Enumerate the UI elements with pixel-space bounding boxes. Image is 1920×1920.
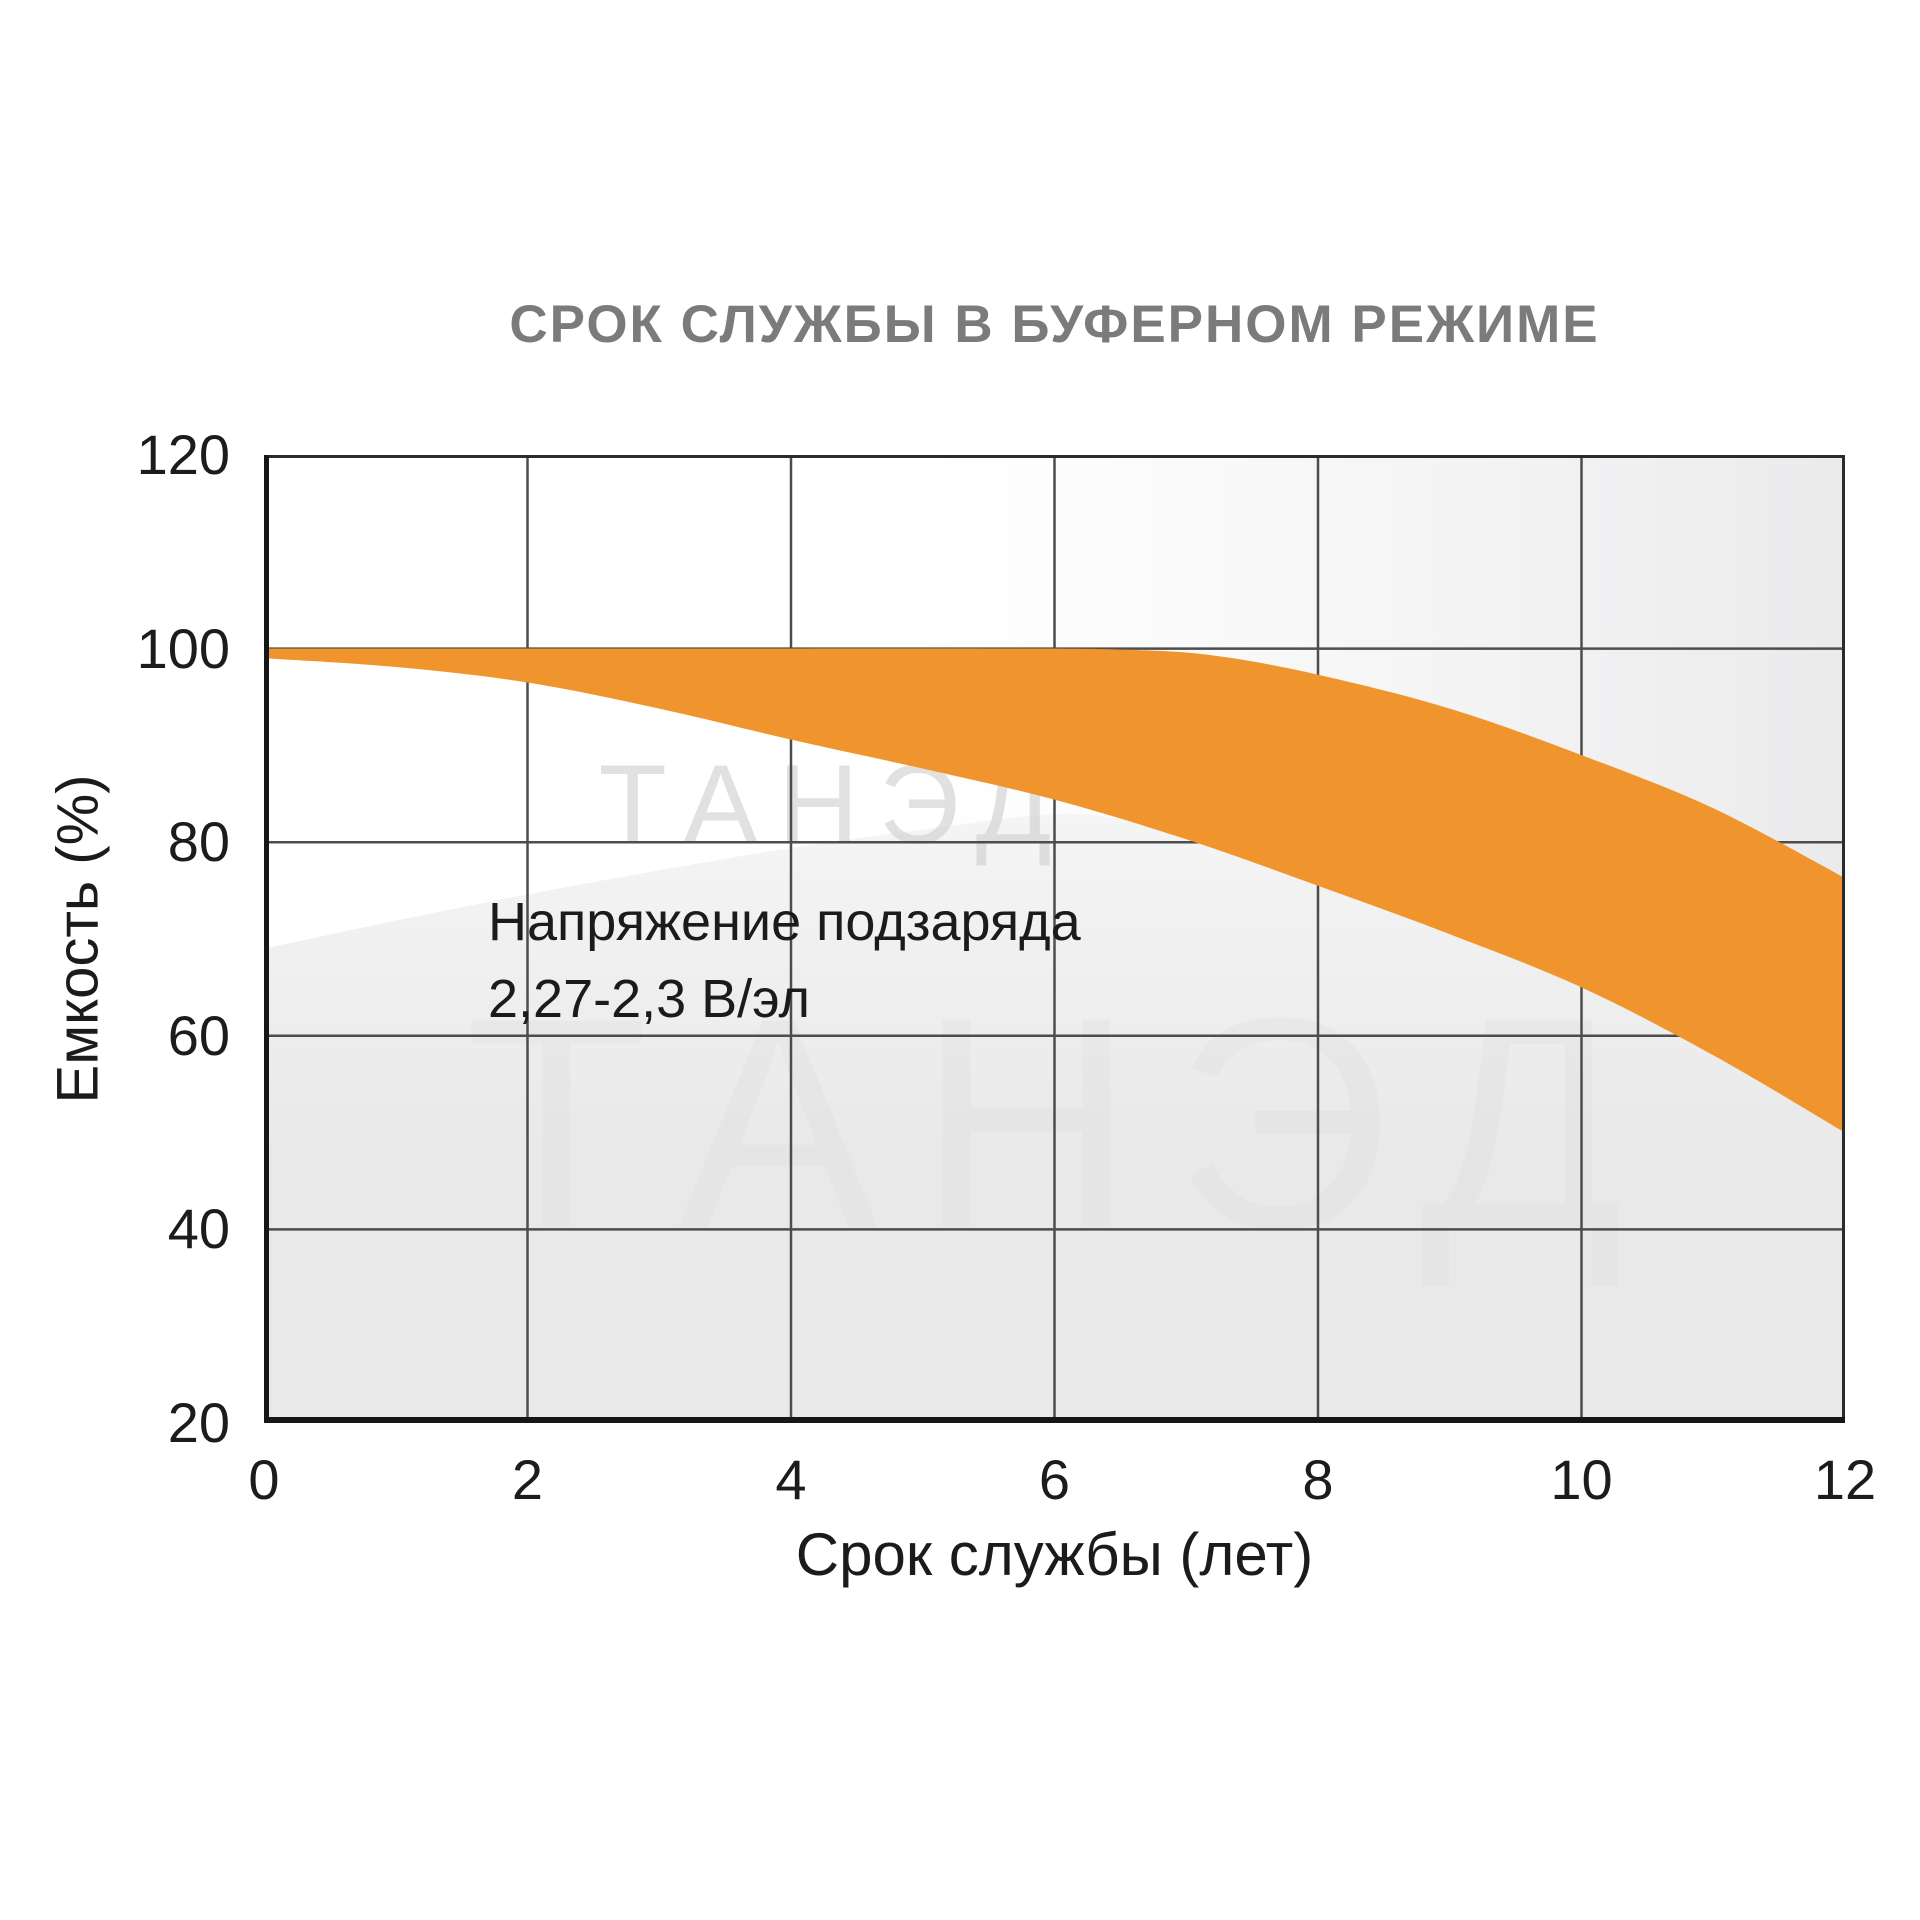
x-tick-label-6: 6 — [1038, 1448, 1071, 1511]
watermark-text-large: ТАНЭД — [465, 955, 1664, 1291]
y-tick-label-80: 80 — [167, 810, 230, 874]
y-tick-label-40: 40 — [167, 1197, 230, 1261]
annotation-line-1: Напряжение подзаряда — [488, 892, 1081, 952]
y-tick-label-120: 120 — [136, 423, 230, 486]
y-tick-label-20: 20 — [167, 1391, 230, 1454]
plot-area: ТАНЭД ТАНЭД — [264, 455, 1845, 1423]
y-tick-label-100: 100 — [136, 616, 230, 680]
x-tick-label-2: 2 — [511, 1448, 544, 1511]
chart-title: СРОК СЛУЖБЫ В БУФЕРНОМ РЕЖИМЕ — [509, 295, 1600, 354]
x-tick-label-0: 0 — [248, 1448, 280, 1511]
x-tick-label-12: 12 — [1813, 1448, 1877, 1511]
x-tick-label-8: 8 — [1302, 1448, 1334, 1511]
service-life-band — [264, 648, 1845, 1133]
y-tick-label-60: 60 — [167, 1003, 230, 1067]
x-tick-label-10: 10 — [1550, 1448, 1613, 1511]
charge-voltage-annotation: Напряжение подзаряда 2,27-2,3 В/эл — [488, 884, 1081, 1037]
x-axis-title: Срок службы (лет) — [795, 1521, 1314, 1588]
x-tick-label-4: 4 — [775, 1448, 807, 1511]
annotation-line-2: 2,27-2,3 В/эл — [488, 968, 811, 1029]
